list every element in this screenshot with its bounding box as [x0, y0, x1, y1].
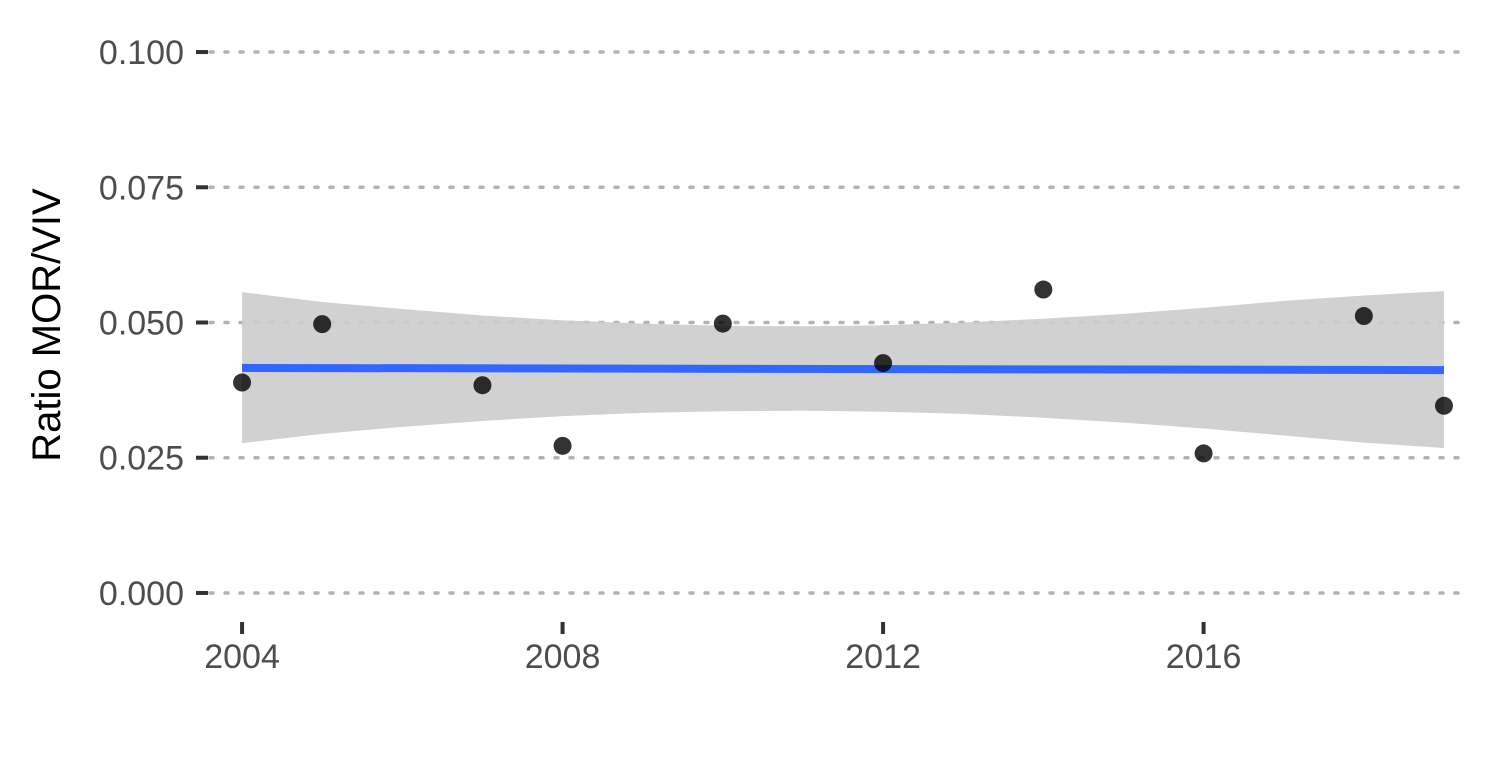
data-point-3 [553, 436, 572, 455]
x-tick-label-1: 2008 [525, 638, 601, 676]
data-point-5 [874, 354, 893, 373]
x-tick-label-2: 2012 [845, 638, 921, 676]
data-point-0 [233, 373, 252, 392]
data-point-4 [713, 314, 732, 333]
x-tick-label-3: 2016 [1166, 638, 1242, 676]
data-point-8 [1354, 307, 1373, 326]
y-axis-title: Ratio MOR/VIV [25, 188, 69, 462]
trend-line-layer [242, 363, 1444, 375]
y-tick-label-4: 0.100 [99, 34, 184, 72]
trend-line [242, 363, 1444, 375]
data-point-6 [1034, 280, 1053, 299]
y-tick-label-2: 0.050 [99, 305, 184, 343]
y-axis: 0.000 0.025 0.050 0.075 0.100 [99, 34, 208, 613]
x-tick-label-0: 2004 [204, 638, 280, 676]
data-point-1 [313, 315, 332, 334]
points-layer [233, 280, 1453, 463]
y-tick-label-0: 0.000 [99, 575, 184, 613]
data-point-2 [473, 376, 492, 395]
y-tick-label-1: 0.025 [99, 440, 184, 478]
data-point-7 [1194, 444, 1213, 463]
y-tick-label-3: 0.075 [99, 169, 184, 207]
x-axis: 2004 2008 2012 2016 [204, 622, 1241, 676]
data-point-9 [1434, 396, 1453, 415]
